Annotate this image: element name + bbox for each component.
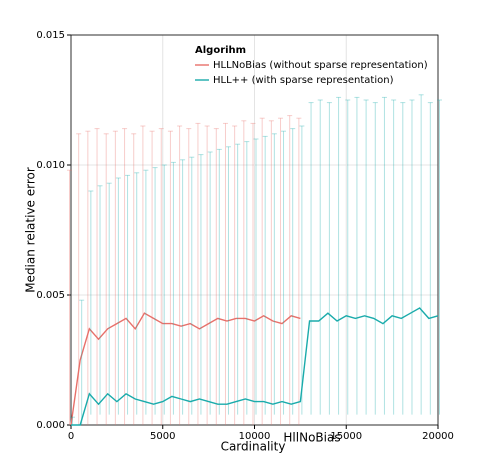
y-tick-label: 0.010 — [36, 160, 65, 171]
x-tick-label: 0 — [68, 431, 74, 442]
series-line — [71, 307, 439, 426]
annotation: HllNoBias — [283, 431, 340, 445]
y-tick-label: 0.005 — [36, 290, 65, 301]
y-tick-label: 0.000 — [36, 420, 65, 431]
y-tick-label: 0.015 — [36, 30, 65, 41]
x-tick-label: 10000 — [239, 431, 271, 442]
series-line — [70, 312, 301, 426]
x-axis-label: Cardinality — [221, 440, 286, 454]
x-tick-label: 5000 — [150, 431, 175, 442]
y-axis-label: Median relative error — [24, 167, 38, 293]
x-tick-label: 20000 — [422, 431, 454, 442]
legend-title: Algorihm — [195, 45, 246, 56]
x-tick-label: 15000 — [330, 431, 362, 442]
legend-label: HLL++ (with sparse representation) — [213, 75, 394, 86]
plot-frame — [70, 34, 439, 426]
legend-label: HLLNoBias (without sparse representation… — [213, 60, 428, 71]
